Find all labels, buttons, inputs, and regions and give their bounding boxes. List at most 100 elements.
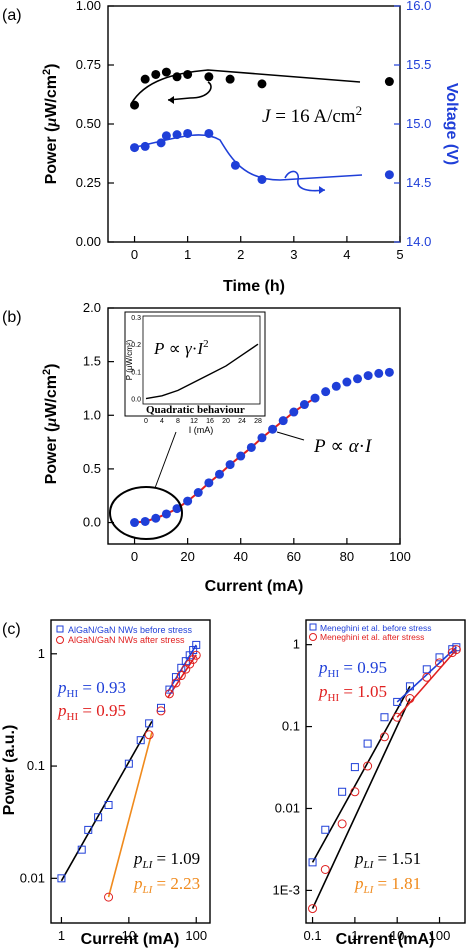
panel-a-power-trend <box>130 69 361 105</box>
x-tick-label: 100 <box>389 549 411 564</box>
panel-a-xlabel: Time (h) <box>223 278 285 295</box>
data-point <box>183 496 193 506</box>
power-point <box>151 69 161 79</box>
legend-square-icon <box>56 625 64 633</box>
x-tick-label: 1 <box>184 247 191 262</box>
legend-c2-after: Meneghini et al. after stress <box>320 632 424 642</box>
panel-b-quadratic-region <box>109 486 183 540</box>
y-tick-label: 0.75 <box>76 57 101 72</box>
after-stress-point <box>379 732 389 742</box>
arrow-head-icon <box>319 186 325 194</box>
before-stress-point <box>380 713 389 722</box>
x-tick-label: 20 <box>180 549 194 564</box>
x-tick-label: 5 <box>396 247 403 262</box>
y-tick-label: 0.1 <box>282 719 300 734</box>
data-point <box>140 516 150 526</box>
after-stress-point <box>392 712 402 722</box>
before-stress-point <box>165 685 174 694</box>
arrow-head-icon <box>168 96 174 104</box>
before-stress-point <box>321 825 330 834</box>
after-stress-point <box>320 864 330 874</box>
before-stress-point <box>145 719 154 728</box>
panel-b-fit-line <box>134 397 316 524</box>
data-point <box>342 377 352 387</box>
data-point <box>374 368 384 378</box>
power-point <box>204 72 214 82</box>
data-point <box>353 374 363 384</box>
power-point <box>384 77 394 87</box>
inset-y-tick-label: 0.0 <box>131 397 141 404</box>
y-tick-label: 0.5 <box>83 461 101 476</box>
after-stress-point <box>363 761 373 771</box>
panel-b-inset: 0 4 8 12 16 20 24 28 0.0 0.1 0.2 0.3 P ∝ γ·I2 Quadr… <box>124 311 266 435</box>
panel-c-label: (c) <box>2 621 21 638</box>
before-stress-point <box>94 813 103 822</box>
inset-caption: Quadratic behaviour <box>146 404 245 416</box>
y-tick-label: 1.5 <box>83 354 101 369</box>
panel-a-y2label: Voltage (V) <box>443 83 460 165</box>
x-tick-label: 0 <box>131 247 138 262</box>
before-stress-point <box>57 874 66 883</box>
data-point <box>257 433 267 443</box>
inset-ticks: 0 4 8 12 16 20 24 28 0.0 0.1 0.2 0.3 <box>131 315 262 425</box>
data-point <box>384 367 394 377</box>
before-stress-point <box>448 645 457 654</box>
y2-tick-label: 15.0 <box>406 116 431 131</box>
panel-c-right-frame <box>305 619 466 924</box>
panel-b-ylabel: Power (μW/cm2) <box>41 364 60 485</box>
y-tick-label: 2.0 <box>83 300 101 315</box>
before-stress-point <box>77 845 86 854</box>
c1-phi-before: pHI = 0.93 <box>57 678 126 700</box>
panel-c-left-ticks: 1 10 100 0.01 0.1 1 <box>20 646 207 943</box>
inset-x-tick-label: 4 <box>160 418 164 425</box>
voltage-point <box>161 131 171 141</box>
data-point <box>289 407 299 417</box>
inset-formula: P ∝ γ·I2 <box>153 338 209 358</box>
data-point <box>236 451 246 461</box>
y2-tick-label: 16.0 <box>406 0 431 13</box>
legend-c1-before: AlGaN/GaN NWs before stress <box>68 625 193 635</box>
panel-c-right-xlabel: Current (mA) <box>336 931 435 948</box>
power-point <box>225 74 235 84</box>
power-point <box>183 69 193 79</box>
x-tick-label: 0 <box>131 549 138 564</box>
voltage-point <box>172 130 182 140</box>
panel-a-label: (a) <box>2 7 22 24</box>
y-tick-label: 0.00 <box>76 234 101 249</box>
data-point <box>268 424 278 434</box>
panel-a-voltage-trend <box>130 134 363 181</box>
inset-x-tick-label: 12 <box>190 418 198 425</box>
inset-x-tick-label: 20 <box>222 418 230 425</box>
before-stress-point <box>363 739 372 748</box>
inset-x-tick-label: 8 <box>176 418 180 425</box>
fit-line-low-after <box>311 698 411 909</box>
voltage-point <box>384 170 394 180</box>
fit-line-high-after <box>396 649 457 718</box>
x-tick-label: 3 <box>290 247 297 262</box>
voltage-point <box>156 138 166 148</box>
panel-b-label: (b) <box>2 309 22 326</box>
panel-c-left-points <box>57 640 201 902</box>
x-tick-label: 1 <box>351 928 358 943</box>
y-tick-label: 0.50 <box>76 116 101 131</box>
c1-phi-after: pHI = 0.95 <box>57 701 126 723</box>
data-point <box>225 460 235 470</box>
inset-curve <box>145 343 259 400</box>
before-stress-point <box>171 673 180 682</box>
before-stress-point <box>192 640 201 649</box>
power-point <box>161 67 171 77</box>
fit-line-low-before <box>311 685 411 863</box>
before-stress-point <box>124 759 133 768</box>
data-point <box>363 371 373 381</box>
after-stress-point <box>176 671 186 681</box>
before-stress-point <box>350 763 359 772</box>
panel-b-xlabel: Current (mA) <box>205 578 304 595</box>
data-point <box>310 393 320 403</box>
inset-frame <box>124 311 266 417</box>
y-tick-label: 0.25 <box>76 175 101 190</box>
x-tick-label: 100 <box>185 928 207 943</box>
panel-a-frame <box>107 5 401 243</box>
y-tick-label: 0.01 <box>20 870 45 885</box>
